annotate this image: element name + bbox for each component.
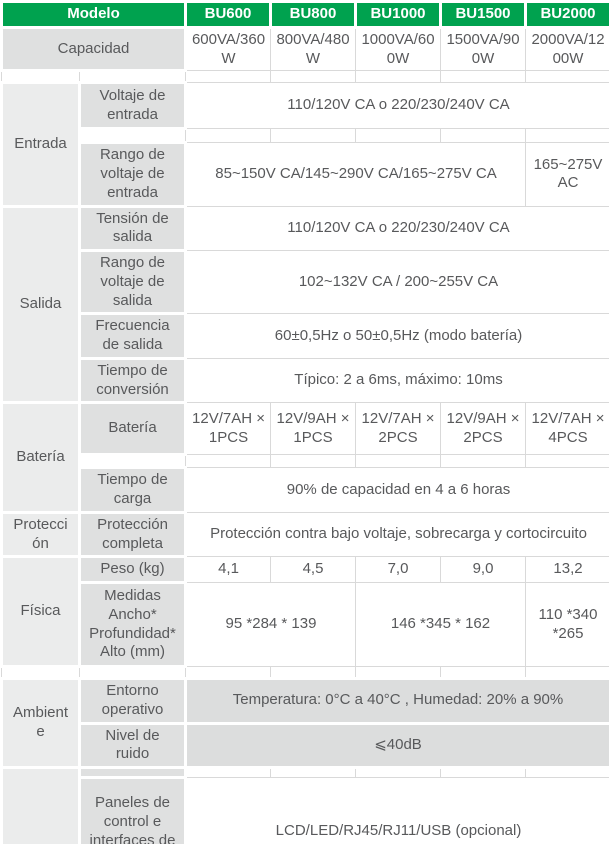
label-cell-conversion: Tiempo de conversión: [78, 356, 187, 405]
header-cell-bu1000: BU1000: [354, 0, 442, 29]
label-cell-voltaje-entrada: Voltaje de entrada: [78, 81, 187, 131]
label-cell-tension-salida: Tensión de salida: [78, 204, 187, 252]
label-cell-frecuencia: Frecuencia de salida: [78, 312, 187, 360]
spacer-row: [2, 128, 609, 144]
input-range-row: Rango de voltaje de entrada 85~150V CA/1…: [2, 141, 609, 208]
label-cell-capacidad: Capacidad: [0, 25, 187, 73]
weight-row: Física Peso (kg) 4,1 4,5 7,0 9,0 13,2: [0, 555, 609, 668]
output-frequency-row: Frecuencia de salida 60±0,5Hz o 50±0,5Hz…: [2, 312, 609, 360]
value-cell-bateria-bu800: 12V/9AH × 1PCS: [270, 402, 356, 456]
value-cell-medidas-small: 95 *284 * 139: [185, 582, 356, 667]
header-cell-bu800: BU800: [269, 0, 357, 29]
input-voltage-row: Entrada Voltaje de entrada 110/120V CA o…: [0, 81, 609, 208]
protection-row: Protección Protección completa Protecció…: [0, 510, 609, 559]
section-cell-salida: Salida: [0, 204, 81, 405]
value-cell-capacity-bu1500: 1500VA/900W: [440, 26, 526, 72]
value-cell-peso-bu1500: 9,0: [440, 556, 526, 583]
value-cell-medidas-medium: 146 *345 * 162: [355, 582, 526, 667]
value-cell-tension-salida: 110/120V CA o 220/230/240V CA: [185, 205, 609, 251]
header-row: Modelo BU600 BU800 BU1000 BU1500 BU2000: [0, 0, 609, 29]
value-cell-capacity-bu800: 800VA/480W: [270, 26, 356, 72]
header-cell-bu1500: BU1500: [439, 0, 527, 29]
section-cell-bateria: Batería: [0, 401, 81, 514]
value-cell-voltaje-entrada: 110/120V CA o 220/230/240V CA: [185, 82, 609, 130]
value-cell-carga: 90% de capacidad en 4 a 6 horas: [185, 467, 609, 513]
section-cell-entrada: Entrada: [0, 81, 81, 208]
section-cell-proteccion: Protección: [0, 510, 81, 559]
header-cell-bu2000: BU2000: [524, 0, 609, 29]
battery-row: Batería Batería 12V/7AH × 1PCS 12V/9AH ×…: [0, 401, 609, 514]
value-cell-bateria-bu2000: 12V/7AH × 4PCS: [525, 402, 609, 456]
label-cell-ruido: Nivel de ruido: [78, 721, 187, 769]
label-cell-peso: Peso (kg): [78, 555, 187, 584]
spacer-row: [2, 454, 609, 469]
value-cell-rango-entrada: 85~150V CA/145~290V CA/165~275V CA: [185, 142, 526, 207]
value-cell-peso-bu800: 4,5: [270, 556, 356, 583]
value-cell-ruido: ⩽40dB: [184, 721, 609, 769]
value-cell-peso-bu2000: 13,2: [525, 556, 609, 583]
spacer-row: [1, 666, 609, 679]
spacer-row: [1, 70, 609, 84]
value-cell-paneles: LCD/LED/RJ45/RJ11/USB (opcional): [185, 777, 609, 844]
value-cell-capacity-bu1000: 1000VA/600W: [355, 26, 441, 72]
dimensions-row: Medidas Ancho* Profundidad* Alto (mm) 95…: [2, 581, 609, 668]
value-cell-entorno: Temperatura: 0°C a 40°C , Humedad: 20% a…: [184, 677, 609, 725]
value-cell-proteccion: Protección contra bajo voltaje, sobrecar…: [185, 511, 609, 558]
label-cell-proteccion-completa: Protección completa: [78, 510, 187, 559]
value-cell-rango-entrada-bu2000: 165~275V AC: [525, 142, 609, 207]
value-cell-conversion: Típico: 2 a 6ms, máximo: 10ms: [185, 357, 609, 404]
header-cell-bu600: BU600: [184, 0, 272, 29]
value-cell-frecuencia: 60±0,5Hz o 50±0,5Hz (modo batería): [185, 313, 609, 359]
value-cell-bateria-bu1500: 12V/9AH × 2PCS: [440, 402, 526, 456]
label-cell-paneles: Paneles de control e interfaces de softw…: [78, 776, 187, 844]
value-cell-capacity-bu2000: 2000VA/1200W: [525, 26, 609, 72]
output-voltage-row: Salida Tensión de salida 110/120V CA o 2…: [0, 204, 609, 405]
output-range-row: Rango de voltaje de salida 102~132V CA /…: [2, 248, 609, 316]
value-cell-peso-bu600: 4,1: [185, 556, 271, 583]
capacity-row: Capacidad 600VA/360W 800VA/480W 1000VA/6…: [0, 25, 609, 73]
header-cell-modelo: Modelo: [0, 0, 187, 29]
label-cell-carga: Tiempo de carga: [78, 466, 187, 514]
noise-level-row: Nivel de ruido ⩽40dB: [2, 721, 609, 769]
value-cell-capacity-bu600: 600VA/360W: [185, 26, 271, 72]
transfer-time-row: Tiempo de conversión Típico: 2 a 6ms, má…: [2, 356, 609, 405]
value-cell-bateria-bu600: 12V/7AH × 1PCS: [185, 402, 271, 456]
label-cell-medidas: Medidas Ancho* Profundidad* Alto (mm): [78, 581, 187, 668]
charge-time-row: Tiempo de carga 90% de capacidad en 4 a …: [2, 466, 609, 514]
value-cell-peso-bu1000: 7,0: [355, 556, 441, 583]
spacer-row: [0, 766, 609, 844]
section-cell-fisica: Física: [0, 555, 81, 668]
value-cell-rango-salida: 102~132V CA / 200~255V CA: [185, 249, 609, 315]
operating-environment-row: Ambiente Entorno operativo Temperatura: …: [0, 677, 609, 769]
value-cell-medidas-large: 110 *340 *265: [525, 582, 609, 667]
value-cell-bateria-bu1000: 12V/7AH × 2PCS: [355, 402, 441, 456]
label-cell-entorno: Entorno operativo: [78, 677, 187, 725]
label-cell-rango-entrada: Rango de voltaje de entrada: [78, 141, 187, 208]
section-cell-empty: [0, 766, 81, 844]
section-cell-ambiente: Ambiente: [0, 677, 81, 769]
label-cell-bateria: Batería: [78, 401, 187, 457]
control-panels-row: Paneles de control e interfaces de softw…: [2, 776, 609, 844]
label-cell-rango-salida: Rango de voltaje de salida: [78, 248, 187, 316]
